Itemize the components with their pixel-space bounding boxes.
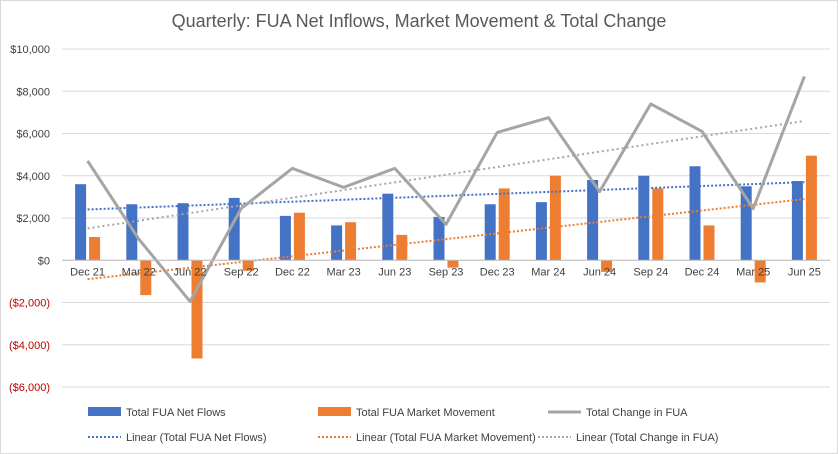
y-tick-label: ($4,000): [9, 340, 50, 352]
market-movement-bar: [140, 260, 152, 296]
chart-title: Quarterly: FUA Net Inflows, Market Movem…: [172, 11, 667, 31]
y-tick-label: $8,000: [16, 86, 50, 98]
x-tick-label: Jun 24: [583, 266, 616, 278]
legend-label: Linear (Total Change in FUA): [576, 432, 718, 444]
y-tick-label: $6,000: [16, 129, 50, 141]
legend-label: Total Change in FUA: [586, 407, 688, 419]
market-movement-bar: [293, 212, 305, 261]
net-flows-bar: [484, 204, 496, 261]
x-tick-label: Dec 21: [70, 266, 105, 278]
x-tick-label: Mar 22: [122, 266, 156, 278]
market-movement-bar: [447, 260, 459, 268]
net-flows-bar: [75, 184, 87, 261]
x-tick-label: Dec 24: [685, 266, 720, 278]
net-flows-bar: [279, 215, 291, 261]
trendline: [87, 119, 805, 230]
y-tick-label: $2,000: [16, 213, 50, 225]
legend-label: Total FUA Net Flows: [126, 407, 226, 419]
legend-swatch: [318, 407, 351, 416]
market-movement-bar: [242, 260, 254, 271]
x-tick-label: Sep 22: [224, 266, 259, 278]
legend-swatch: [88, 407, 121, 416]
y-tick-label: $10,000: [10, 44, 50, 56]
x-tick-label: Jun 22: [173, 266, 206, 278]
net-flows-bar: [740, 186, 752, 261]
net-flows-bar: [228, 197, 240, 261]
bars: [75, 155, 817, 359]
market-movement-bar: [652, 188, 664, 261]
x-tick-label: Mar 24: [531, 266, 565, 278]
y-axis: $10,000 $8,000 $6,000 $4,000 $2,000 $0 ($2,000…: [9, 44, 50, 394]
trendline: [87, 198, 805, 281]
net-flows-bar: [587, 179, 599, 261]
net-flows-bar: [331, 225, 343, 261]
market-movement-bar: [396, 234, 408, 261]
y-tick-label: $4,000: [16, 171, 50, 183]
market-movement-bar: [601, 260, 613, 272]
net-flows-bar: [126, 204, 138, 261]
market-movement-bar: [89, 237, 101, 261]
x-tick-label: Sep 23: [429, 266, 464, 278]
total-change-line: [86, 75, 806, 303]
market-movement-bar: [703, 225, 715, 261]
net-flows-bar: [638, 175, 650, 261]
gridlines: [62, 48, 830, 388]
legend: Total FUA Net Flows Total FUA Market Move…: [88, 407, 718, 444]
legend-label: Linear (Total FUA Market Movement): [356, 432, 536, 444]
market-movement-bar: [549, 175, 561, 261]
net-flows-bar: [177, 203, 189, 261]
net-flows-bar: [689, 166, 701, 261]
market-movement-bar: [345, 222, 357, 261]
x-tick-label: Mar 23: [326, 266, 360, 278]
net-flows-bar: [433, 216, 445, 261]
trendline: [87, 181, 805, 211]
x-tick-label: Mar 25: [736, 266, 770, 278]
market-movement-bar: [754, 260, 766, 283]
legend-label: Linear (Total FUA Net Flows): [126, 432, 267, 444]
y-tick-label: ($6,000): [9, 382, 50, 394]
y-tick-label: ($2,000): [9, 298, 50, 310]
x-tick-label: Sep 24: [633, 266, 668, 278]
net-flows-bar: [791, 181, 803, 261]
trendlines: [87, 119, 805, 281]
market-movement-bar: [191, 260, 203, 359]
net-flows-bar: [382, 193, 394, 261]
x-axis: Dec 21 Mar 22 Jun 22 Sep 22 Dec 22 Mar 23 Jun …: [62, 259, 830, 278]
x-tick-label: Dec 22: [275, 266, 310, 278]
x-tick-label: Jun 23: [378, 266, 411, 278]
x-tick-label: Dec 23: [480, 266, 515, 278]
net-flows-bar: [535, 202, 547, 261]
market-movement-bar: [498, 188, 510, 261]
x-tick-label: Jun 25: [788, 266, 821, 278]
y-tick-label: $0: [38, 255, 50, 267]
market-movement-bar: [805, 155, 817, 261]
legend-label: Total FUA Market Movement: [356, 407, 495, 419]
